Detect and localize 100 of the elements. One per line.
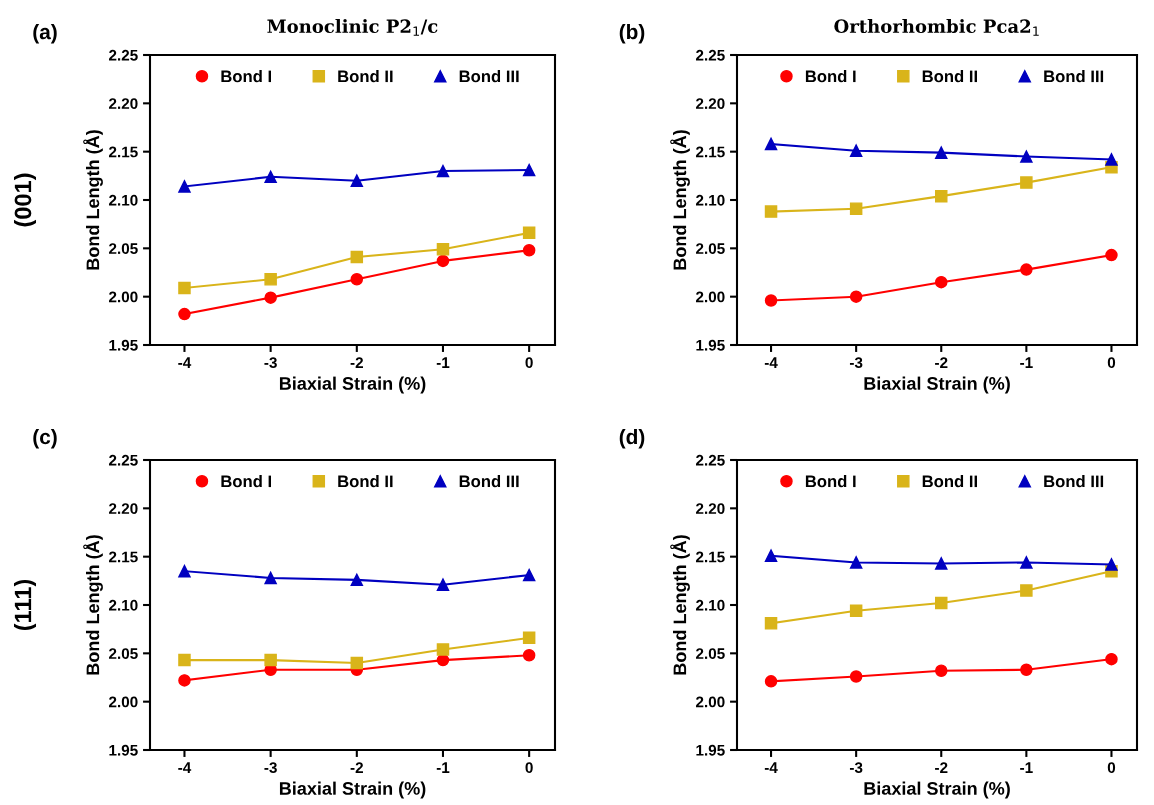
x-axis-title: Biaxial Strain (%) (864, 376, 1010, 394)
legend-label: Bond II (922, 475, 977, 488)
x-tick-label: 0 (1107, 357, 1116, 369)
y-tick-label: 1.95 (109, 744, 138, 756)
point (350, 174, 364, 187)
point (522, 163, 536, 177)
point (350, 250, 364, 264)
text: (a) (33, 23, 57, 44)
point (1020, 584, 1033, 597)
x-tick-label: -1 (436, 357, 450, 368)
point (178, 180, 191, 193)
point (522, 649, 536, 662)
y-axis-title: Bond Length (Å) (83, 130, 103, 270)
text: (d) (619, 428, 645, 449)
x-tick-label: -4 (764, 762, 778, 773)
y-tick-label: 2.05 (695, 243, 725, 255)
point (436, 643, 450, 656)
y-tick-label: 2.05 (695, 648, 725, 660)
y-tick-label: 2.15 (695, 551, 725, 563)
point (1020, 150, 1033, 163)
y-tick-label: 2.25 (108, 454, 138, 466)
y-tick-label: 2.20 (108, 98, 138, 110)
chart-title: Monoclinic P2$_{1}$/c (267, 19, 438, 36)
point (350, 573, 364, 587)
y-tick-label: 2.15 (695, 146, 725, 158)
y-tick-label: 2.20 (695, 98, 725, 110)
point (849, 202, 863, 215)
y-tick-label: 2.25 (695, 454, 725, 466)
legend-label: Bond III (459, 70, 519, 83)
point (522, 631, 536, 645)
x-tick-label: -2 (935, 762, 948, 773)
point (764, 205, 778, 218)
point (935, 189, 948, 203)
y-tick-label: 2.20 (108, 503, 138, 515)
point (436, 243, 450, 256)
y-tick-label: 2.00 (108, 291, 138, 303)
x-tick-label: 0 (525, 357, 533, 369)
legend-label: Bond I (805, 70, 856, 83)
y-tick-label: 1.95 (696, 339, 725, 351)
point (764, 294, 778, 307)
text: (001) (14, 173, 36, 227)
x-tick-label: -4 (764, 357, 778, 368)
x-tick-label: -1 (1020, 762, 1033, 773)
point (178, 307, 191, 321)
legend-label: Bond II (922, 70, 977, 83)
point (264, 273, 277, 286)
x-tick-label: -2 (350, 762, 363, 773)
x-tick-label: -1 (436, 762, 450, 773)
point (350, 656, 364, 670)
point (849, 556, 863, 569)
x-tick-label: -1 (1020, 357, 1033, 368)
point (1020, 176, 1033, 189)
point (350, 273, 364, 286)
point (522, 568, 536, 582)
y-tick-label: 1.95 (109, 339, 138, 351)
point (1020, 663, 1033, 677)
point (178, 564, 191, 578)
point (935, 146, 948, 159)
y-tick-label: 2.00 (108, 696, 138, 708)
point (764, 675, 778, 688)
x-tick-label: -3 (264, 357, 277, 369)
point (264, 571, 277, 585)
point (849, 290, 863, 303)
point (522, 244, 536, 257)
point (849, 670, 863, 683)
point (849, 604, 863, 618)
text: (b) (619, 23, 645, 44)
legend-label: Bond III (1044, 70, 1104, 83)
chart-title: Orthorhombic Pca2$_{1}$ (834, 19, 1039, 36)
point (178, 281, 191, 295)
point (264, 653, 277, 667)
point (264, 291, 277, 304)
y-tick-label: 2.15 (108, 146, 138, 158)
x-tick-label: 0 (1107, 762, 1116, 774)
point (522, 226, 536, 240)
point (1105, 558, 1118, 571)
x-tick-label: -3 (849, 762, 863, 774)
y-tick-label: 2.10 (695, 194, 725, 206)
point (178, 674, 191, 687)
point (1105, 153, 1118, 166)
x-axis-title: Biaxial Strain (%) (279, 376, 426, 394)
y-tick-label: 1.95 (696, 744, 725, 756)
x-tick-label: -3 (264, 762, 277, 774)
y-tick-label: 2.10 (108, 599, 138, 611)
point (764, 137, 778, 151)
y-tick-label: 2.05 (108, 648, 138, 660)
y-tick-label: 2.05 (108, 243, 138, 255)
x-tick-label: 0 (525, 762, 533, 774)
point (764, 617, 778, 630)
y-tick-label: 2.00 (695, 696, 725, 708)
y-tick-label: 2.00 (695, 291, 725, 303)
x-tick-label: -2 (935, 357, 948, 368)
point (436, 578, 450, 591)
legend-label: Bond III (459, 475, 519, 488)
point (935, 557, 948, 570)
text: (c) (33, 428, 57, 449)
point (1105, 652, 1118, 666)
x-axis-title: Biaxial Strain (%) (279, 781, 426, 799)
point (436, 164, 450, 178)
text: (111) (14, 579, 36, 631)
